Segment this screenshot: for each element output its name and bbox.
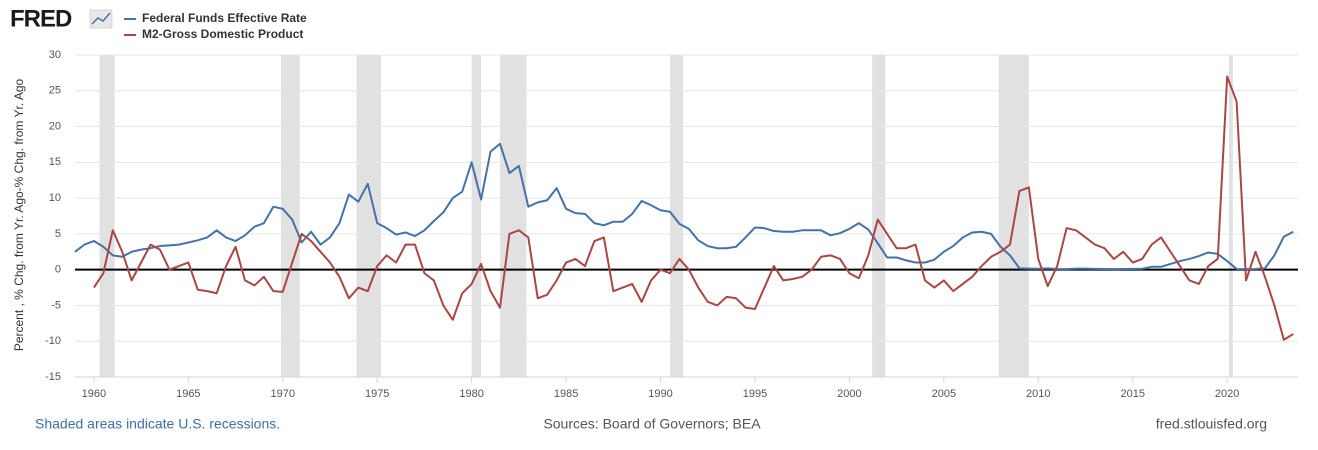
x-tick-label: 2010 [1026, 388, 1050, 400]
y-tick-label: -10 [45, 335, 61, 347]
y-tick-label: 20 [49, 120, 61, 132]
y-tick-label: 10 [49, 192, 61, 204]
x-tick-label: 1965 [176, 388, 200, 400]
recession-band [1229, 55, 1233, 377]
x-tick-label: 2015 [1120, 388, 1144, 400]
recession-band [998, 55, 1029, 377]
series-line [74, 142, 1294, 271]
recession-band [471, 55, 482, 377]
x-tick-label: 1985 [554, 388, 578, 400]
legend-label: Federal Funds Effective Rate [142, 11, 307, 25]
site-link[interactable]: fred.stlouisfed.org [1156, 416, 1267, 432]
x-tick-label: 1995 [743, 388, 767, 400]
y-tick-label: 30 [49, 49, 61, 61]
x-tick-label: 1990 [648, 388, 672, 400]
y-tick-label: 15 [49, 156, 61, 168]
x-tick-label: 2000 [837, 388, 861, 400]
x-tick-label: 2020 [1215, 388, 1239, 400]
legend-label: M2-Gross Domestic Product [142, 27, 303, 41]
x-tick-label: 1960 [82, 388, 106, 400]
legend: Federal Funds Effective Rate M2-Gross Dom… [124, 11, 307, 41]
y-axis-label: Percent , % Chg. from Yr. Ago-% Chg. fro… [12, 79, 26, 352]
y-tick-label: 5 [55, 228, 61, 240]
recession-band [99, 55, 115, 377]
y-tick-label: 0 [55, 264, 61, 276]
y-tick-label: -5 [51, 299, 61, 311]
logo[interactable]: FRED [10, 5, 73, 32]
y-tick-label: -15 [45, 371, 61, 383]
recession-band [872, 55, 886, 377]
source-note: Sources: Board of Governors; BEA [543, 416, 761, 432]
recession-band [356, 55, 381, 377]
recession-band [669, 55, 684, 377]
y-tick-label: 25 [49, 85, 61, 97]
x-tick-label: 1970 [271, 388, 295, 400]
x-tick-label: 2005 [932, 388, 956, 400]
recession-note[interactable]: Shaded areas indicate U.S. recessions. [35, 416, 280, 432]
logo-icon [89, 9, 113, 29]
x-tick-label: 1980 [459, 388, 483, 400]
series-line [93, 75, 1294, 341]
x-tick-label: 1975 [365, 388, 389, 400]
recession-band [499, 55, 527, 377]
